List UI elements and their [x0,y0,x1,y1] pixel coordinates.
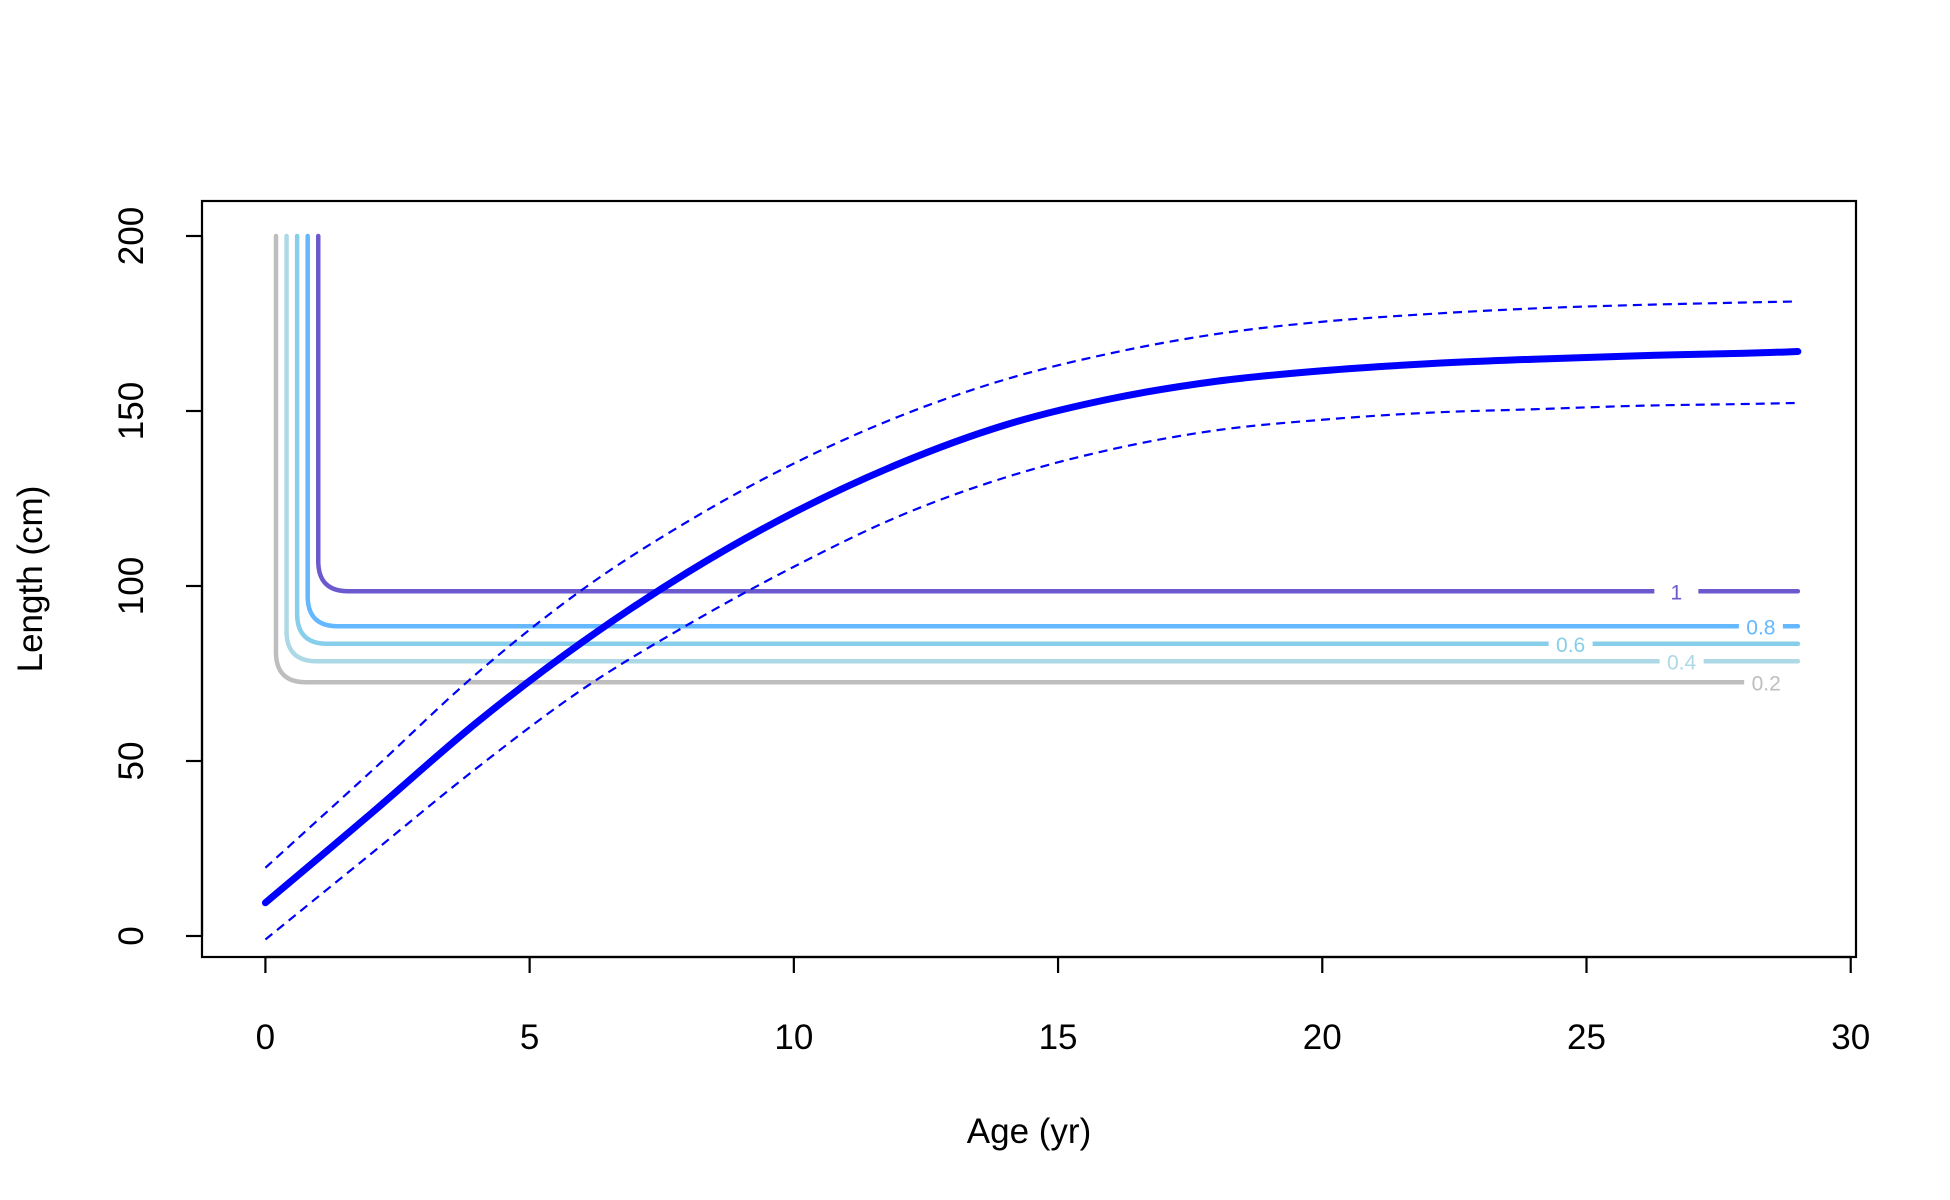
contour-label-gap [1744,670,1789,695]
x-tick-label: 5 [520,1018,539,1057]
contour-label-gap [1738,614,1783,639]
y-tick-label: 100 [112,557,151,615]
upper-interval-line [264,300,1798,869]
x-tick-label: 15 [1039,1018,1078,1057]
x-tick-label: 30 [1831,1018,1870,1057]
contour-line [273,233,1748,685]
x-tick-label: 25 [1567,1018,1606,1057]
contour-line [294,233,1801,646]
y-axis-title: Length (cm) [11,486,50,673]
contour-labels-layer: 1 0.8 0.6 0.4 0.2 [1548,579,1789,695]
x-axis-title: Age (yr) [967,1112,1091,1151]
contour-label-gap [1654,579,1699,604]
contour-line [316,233,1801,594]
y-tick-label: 0 [112,926,151,945]
y-tick-label: 50 [112,742,151,781]
x-tick-label: 0 [256,1018,275,1057]
x-axis: 0 5 10 15 20 25 30 [256,955,1870,1057]
contour-label: 0.8 [1746,616,1775,639]
contour-line [284,233,1801,664]
growth-curves-layer [261,300,1802,941]
contour-label: 0.4 [1667,651,1697,674]
contour-label: 0.6 [1556,634,1585,657]
y-tick-label: 200 [112,207,151,265]
contour-label-gap [1659,649,1704,674]
mean-growth-line [261,348,1802,907]
x-tick-label: 20 [1303,1018,1342,1057]
contours-layer [273,233,1801,685]
y-axis: 0 50 100 150 200 [112,207,204,946]
y-tick-label: 150 [112,382,151,440]
contour-label: 0.2 [1752,672,1781,695]
contour-label: 1 [1670,581,1682,604]
contour-label-gap [1548,631,1593,656]
x-tick-label: 10 [774,1018,813,1057]
contour-line [305,233,1801,629]
